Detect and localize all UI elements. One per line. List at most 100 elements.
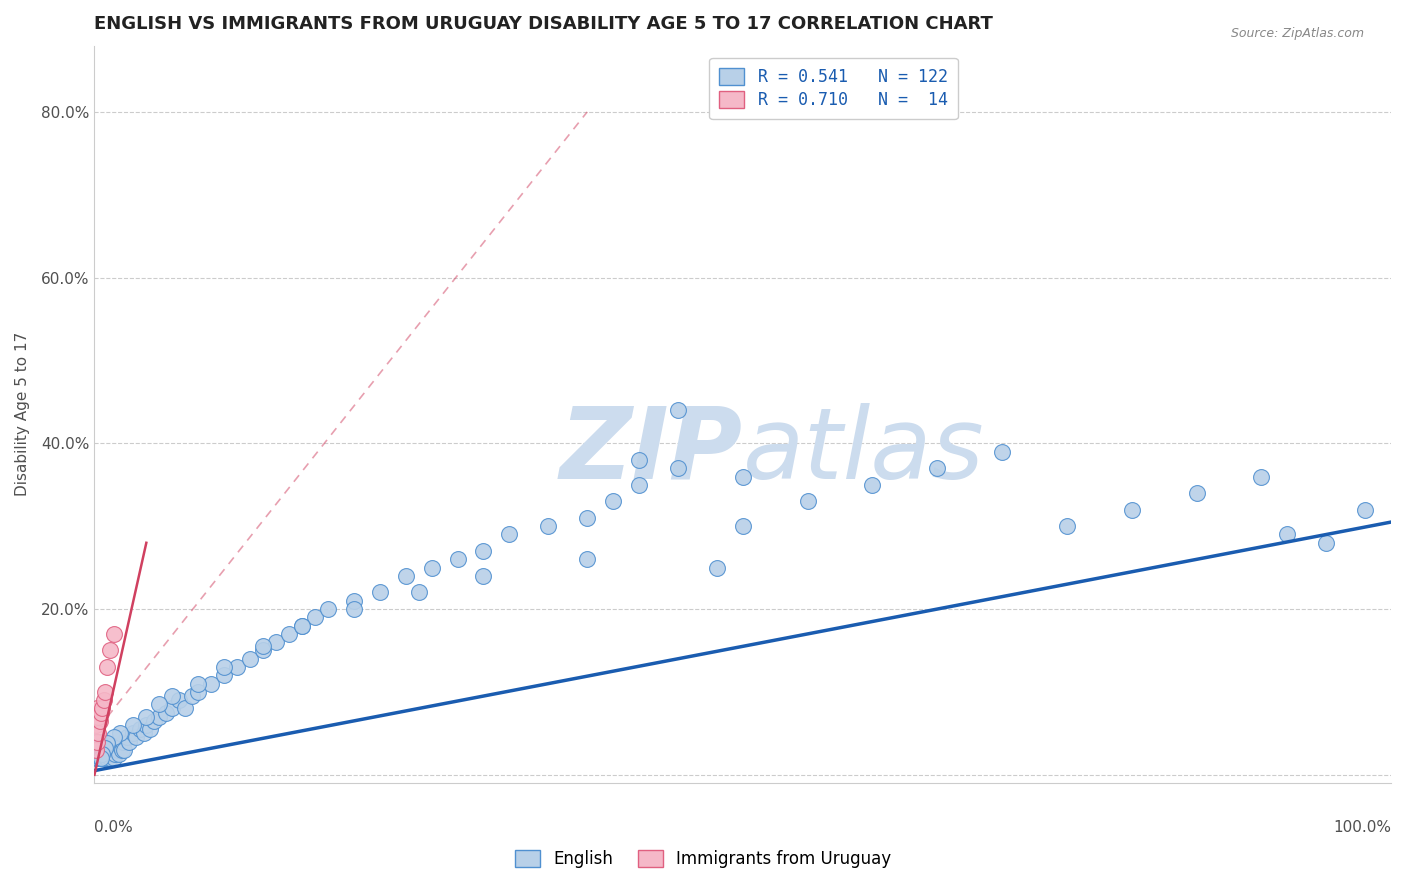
Point: [122, 718, 145, 732]
Point: [103, 627, 125, 641]
Point: [90, 751, 112, 765]
Point: [87, 747, 110, 761]
Point: [93, 751, 115, 765]
Point: [1354, 502, 1376, 516]
Point: [796, 494, 818, 508]
Point: [96, 736, 118, 750]
Point: [93, 739, 115, 753]
Point: [927, 461, 949, 475]
Point: [87, 751, 110, 765]
Point: [90, 743, 112, 757]
Point: [139, 722, 162, 736]
Point: [239, 652, 262, 666]
Point: [91, 701, 114, 715]
Point: [84, 743, 107, 757]
Point: [90, 747, 112, 761]
Point: [91, 743, 114, 757]
Point: [89, 734, 111, 748]
Point: [1185, 486, 1208, 500]
Point: [87, 739, 110, 753]
Text: 100.0%: 100.0%: [1333, 820, 1391, 835]
Point: [105, 739, 128, 753]
Point: [100, 743, 122, 757]
Point: [343, 594, 366, 608]
Point: [110, 726, 132, 740]
Point: [135, 718, 157, 732]
Point: [96, 660, 118, 674]
Point: [162, 701, 184, 715]
Point: [84, 743, 107, 757]
Point: [90, 739, 112, 753]
Point: [84, 751, 107, 765]
Point: [111, 743, 134, 757]
Point: [576, 511, 599, 525]
Point: [107, 743, 129, 757]
Point: [252, 643, 274, 657]
Point: [91, 751, 114, 765]
Point: [132, 726, 155, 740]
Point: [304, 610, 326, 624]
Point: [93, 747, 115, 761]
Point: [84, 734, 107, 748]
Point: [226, 660, 249, 674]
Point: [148, 710, 170, 724]
Point: [1121, 502, 1143, 516]
Text: atlas: atlas: [742, 402, 984, 500]
Point: [125, 731, 148, 745]
Point: [212, 660, 235, 674]
Point: [87, 726, 110, 740]
Point: [472, 569, 495, 583]
Point: [108, 747, 131, 761]
Point: [666, 403, 689, 417]
Point: [1315, 536, 1337, 550]
Point: [537, 519, 560, 533]
Point: [91, 747, 114, 761]
Point: [498, 527, 520, 541]
Point: [343, 602, 366, 616]
Point: [101, 739, 124, 753]
Point: [666, 461, 689, 475]
Point: [86, 734, 108, 748]
Point: [706, 560, 728, 574]
Point: [87, 743, 110, 757]
Point: [89, 739, 111, 753]
Point: [167, 693, 190, 707]
Point: [148, 698, 170, 712]
Point: [408, 585, 430, 599]
Point: [200, 676, 222, 690]
Point: [103, 743, 125, 757]
Point: [94, 739, 117, 753]
Point: [97, 747, 120, 761]
Point: [135, 710, 157, 724]
Point: [87, 710, 110, 724]
Point: [90, 751, 112, 765]
Text: 0.0%: 0.0%: [94, 820, 134, 835]
Point: [128, 722, 150, 736]
Point: [94, 741, 117, 756]
Point: [446, 552, 468, 566]
Legend: R = 0.541   N = 122, R = 0.710   N =  14: R = 0.541 N = 122, R = 0.710 N = 14: [709, 58, 957, 119]
Point: [278, 627, 301, 641]
Point: [98, 643, 121, 657]
Point: [252, 640, 274, 654]
Point: [187, 676, 209, 690]
Point: [94, 743, 117, 757]
Point: [84, 718, 107, 732]
Point: [118, 734, 141, 748]
Point: [1250, 469, 1272, 483]
Legend: English, Immigrants from Uruguay: English, Immigrants from Uruguay: [508, 843, 898, 875]
Point: [93, 693, 115, 707]
Point: [89, 751, 111, 765]
Point: [143, 714, 166, 728]
Point: [122, 726, 145, 740]
Point: [89, 714, 111, 728]
Point: [212, 668, 235, 682]
Point: [103, 751, 125, 765]
Point: [162, 689, 184, 703]
Point: [576, 552, 599, 566]
Point: [291, 618, 314, 632]
Point: [94, 685, 117, 699]
Point: [368, 585, 391, 599]
Point: [110, 739, 132, 753]
Point: [100, 747, 122, 761]
